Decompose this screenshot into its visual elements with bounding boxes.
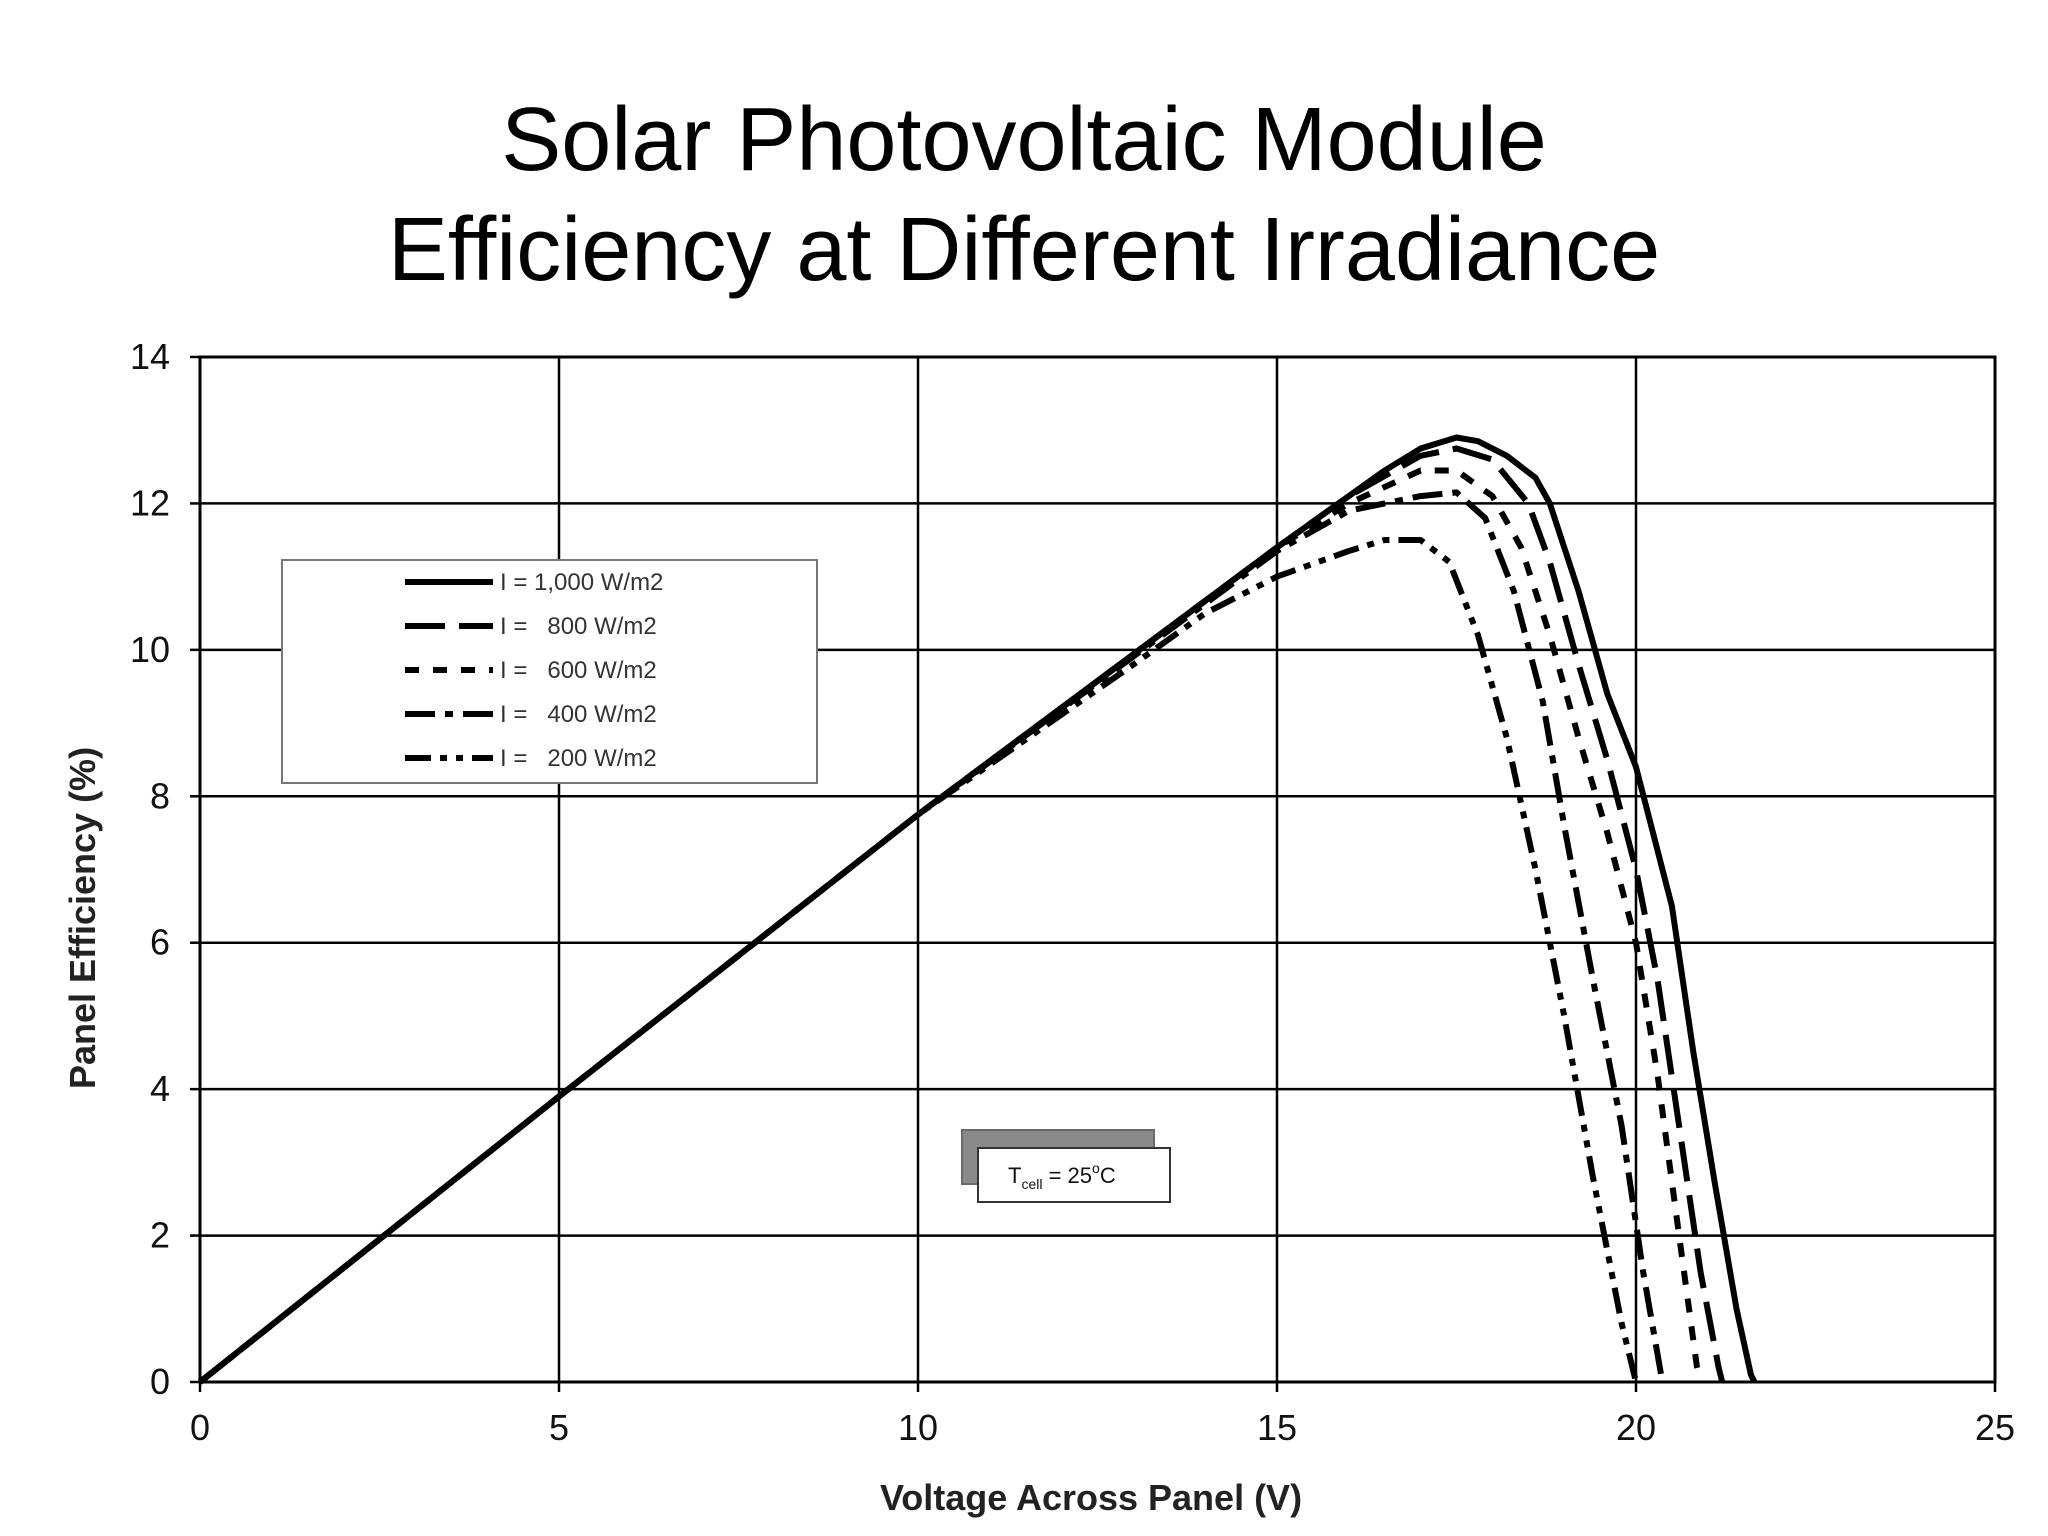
series-line-4	[198, 537, 1639, 1385]
data-series	[198, 434, 1758, 1385]
cell-temperature-note: Tcell = 25oC	[961, 1129, 1171, 1203]
x-tick-label: 10	[898, 1407, 938, 1448]
legend-label-3: I = 400 W/m2	[500, 701, 657, 728]
series-line-3	[198, 489, 1668, 1385]
note-box	[977, 1147, 1171, 1203]
x-tick-label: 0	[190, 1407, 210, 1448]
y-tick-label: 2	[150, 1215, 170, 1256]
series-line-0	[198, 434, 1758, 1385]
y-axis-label: Panel Efficiency (%)	[62, 747, 103, 1089]
note-prefix: T	[1008, 1163, 1021, 1188]
legend: I = 1,000 W/m2 I = 800 W/m2 I = 600 W/m2 I …	[281, 559, 818, 784]
x-axis-label: Voltage Across Panel (V)	[880, 1477, 1302, 1518]
note-text: Tcell = 25oC	[1008, 1160, 1116, 1192]
chart-title-block: Solar Photovoltaic Module Efficiency at …	[0, 85, 2048, 305]
y-tick-label: 10	[130, 629, 170, 670]
y-tick-label: 4	[150, 1068, 170, 1109]
legend-box	[281, 559, 818, 784]
x-tick-label: 25	[1975, 1407, 2015, 1448]
legend-label-0: I = 1,000 W/m2	[500, 569, 663, 596]
gridlines	[198, 355, 1997, 1384]
note-suffix: C	[1100, 1163, 1116, 1188]
axis-ticks: 0 5 10 15 20 25 0 2 4 6 8 10 12 14	[130, 336, 2015, 1448]
x-tick-label: 5	[549, 1407, 569, 1448]
note-middle: = 25	[1042, 1163, 1092, 1188]
x-tick-label: 20	[1616, 1407, 1656, 1448]
chart-title: Solar Photovoltaic Module	[501, 90, 1547, 190]
y-tick-label: 8	[150, 775, 170, 816]
y-tick-label: 6	[150, 922, 170, 963]
chart-subtitle: Efficiency at Different Irradiance	[387, 200, 1661, 300]
legend-label-1: I = 800 W/m2	[500, 613, 657, 640]
legend-label-2: I = 600 W/m2	[500, 657, 657, 684]
plot-area-frame	[198, 355, 1997, 1384]
note-subscript: cell	[1021, 1176, 1042, 1192]
series-line-1	[198, 445, 1726, 1385]
y-tick-label: 12	[130, 482, 170, 523]
legend-label-4: I = 200 W/m2	[500, 745, 657, 772]
series-line-2	[198, 467, 1704, 1385]
x-tick-label: 15	[1257, 1407, 1297, 1448]
note-superscript: o	[1092, 1160, 1100, 1176]
y-tick-label: 0	[150, 1361, 170, 1402]
y-tick-label: 14	[130, 336, 170, 377]
